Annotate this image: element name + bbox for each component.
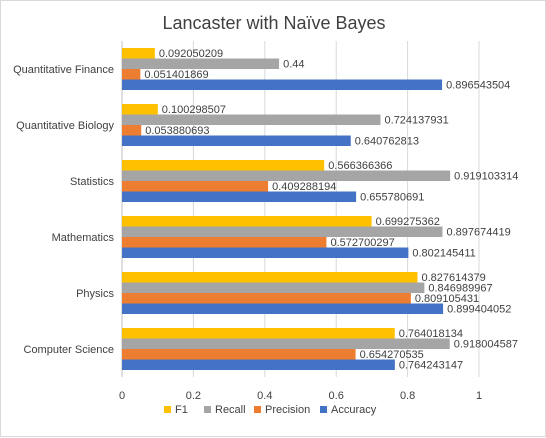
data-label: 0.566366366 (328, 160, 392, 172)
data-label: 0.764243147 (399, 360, 463, 372)
data-label: 0.764018134 (399, 328, 463, 340)
data-label: 0.44 (283, 59, 304, 71)
bars (122, 48, 451, 370)
bar-recall (122, 282, 425, 293)
data-label: 0.572700297 (330, 237, 394, 249)
bar-recall (122, 226, 443, 237)
bar-f1 (122, 48, 155, 59)
category-label: Statistics (70, 176, 115, 188)
bar-accuracy (122, 359, 395, 370)
data-label: 0.899404052 (447, 304, 511, 316)
data-label: 0.897674419 (446, 227, 510, 239)
data-label: 0.802145411 (412, 248, 475, 260)
legend-swatch (320, 406, 327, 413)
x-tick-label: 1 (476, 390, 482, 402)
bar-recall (122, 338, 450, 349)
data-label: 0.654270535 (360, 349, 424, 361)
data-label: 0.919103314 (454, 171, 518, 183)
chart-title: Lancaster with Naïve Bayes (162, 13, 385, 33)
bar-precision (122, 125, 142, 136)
data-label: 0.655780691 (360, 192, 424, 204)
bar-precision (122, 181, 269, 192)
data-label: 0.699275362 (376, 216, 440, 228)
bar-accuracy (122, 191, 357, 202)
category-label: Quantitative Finance (13, 64, 114, 76)
data-label: 0.409288194 (272, 181, 336, 193)
category-label: Quantitative Biology (16, 120, 114, 132)
bar-f1 (122, 272, 418, 283)
bar-accuracy (122, 303, 444, 314)
gridlines (121, 41, 480, 377)
category-label: Physics (76, 288, 114, 300)
data-label: 0.100298507 (162, 104, 226, 116)
bar-precision (122, 349, 356, 360)
legend-swatch (164, 406, 171, 413)
legend-swatch (254, 406, 261, 413)
bar-recall (122, 170, 451, 181)
data-label: 0.640762813 (355, 136, 419, 148)
legend-entry: Recall (215, 404, 246, 416)
x-tick-label: 0.6 (329, 390, 344, 402)
data-label: 0.809105431 (415, 293, 479, 305)
data-label: 0.051401869 (144, 69, 208, 81)
bar-recall (122, 114, 381, 125)
legend: F1 Recall Precision Accuracy (164, 404, 377, 416)
data-label: 0.896543504 (446, 80, 510, 92)
bar-f1 (122, 216, 372, 227)
x-tick-label: 0.2 (186, 390, 201, 402)
x-tick-label: 0.4 (257, 390, 272, 402)
data-label: 0.827614379 (421, 272, 485, 284)
x-tick-label: 0 (119, 390, 125, 402)
category-label: Computer Science (24, 344, 115, 356)
legend-entry: Accuracy (331, 404, 377, 416)
bar-precision (122, 293, 411, 304)
category-labels: Computer Science Physics Mathematics Statis… (13, 64, 114, 356)
bar-accuracy (122, 135, 351, 146)
data-label: 0.918004587 (454, 339, 518, 351)
bar-accuracy (122, 247, 409, 258)
category-label: Mathematics (52, 232, 115, 244)
data-label: 0.092050209 (159, 48, 223, 60)
bar-f1 (122, 328, 395, 339)
bar-precision (122, 237, 327, 248)
legend-entry: Precision (265, 404, 310, 416)
legend-swatch (204, 406, 211, 413)
data-label: 0.053880693 (145, 125, 209, 137)
bar-f1 (122, 160, 325, 171)
bar-f1 (122, 104, 158, 115)
bar-precision (122, 69, 141, 80)
data-label: 0.724137931 (385, 115, 449, 127)
x-tick-label: 0.8 (400, 390, 415, 402)
bar-accuracy (122, 79, 443, 90)
x-axis-ticks: 0 0.2 0.4 0.6 0.8 1 (119, 390, 482, 402)
bar-recall (122, 58, 280, 69)
legend-entry: F1 (175, 404, 188, 416)
data-label: 0.846989967 (428, 283, 492, 295)
